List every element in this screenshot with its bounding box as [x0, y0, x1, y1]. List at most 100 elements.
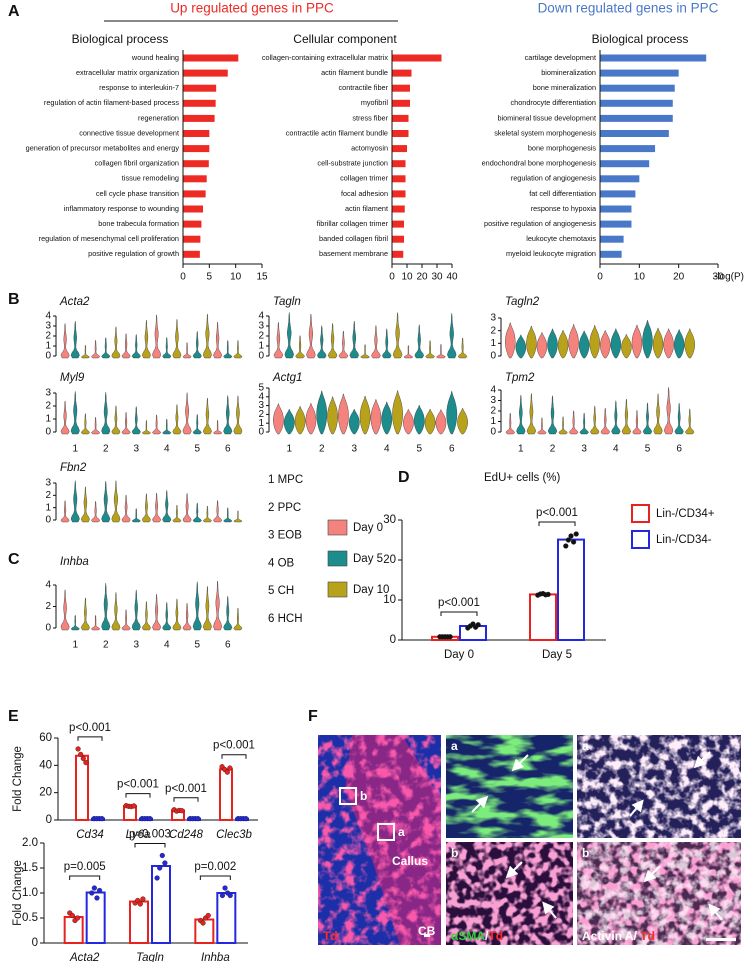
- bar: [392, 250, 404, 258]
- violin: [192, 414, 202, 435]
- category-label: collagen fibril organization: [95, 159, 179, 168]
- violin: [70, 391, 80, 435]
- category-label: basement membrane: [319, 249, 388, 258]
- significance-bracket: [440, 611, 478, 616]
- violin: [223, 340, 233, 359]
- legend-swatch: [327, 550, 348, 567]
- violin: [558, 416, 568, 435]
- violin: [111, 480, 121, 523]
- violin: [141, 320, 151, 359]
- x-tick-label: 10: [634, 272, 646, 283]
- y-axis-label: Fold Change: [12, 860, 24, 926]
- violin: [111, 592, 121, 631]
- x-tick-label: 2: [550, 444, 556, 455]
- inset-box: [377, 823, 395, 841]
- category-label: collagen trimer: [340, 174, 388, 183]
- violin: [359, 395, 371, 435]
- x-tick-label: 2: [103, 444, 109, 455]
- data-point: [195, 816, 201, 822]
- violin: [642, 402, 653, 435]
- violin: [392, 390, 403, 435]
- bar: [183, 145, 210, 153]
- x-tick-label: 4: [613, 444, 619, 455]
- violin: [589, 325, 600, 359]
- bar: [600, 99, 673, 107]
- violin: [223, 395, 233, 435]
- bar: [183, 99, 216, 107]
- chart-title: Cellular component: [293, 32, 397, 46]
- y-tick-label: 20: [39, 787, 52, 799]
- bar: [183, 130, 210, 137]
- y-tick-label: 0: [46, 814, 52, 826]
- y-tick-label: 1: [490, 338, 496, 349]
- violin: [516, 394, 526, 435]
- significance-bracket: [173, 797, 199, 802]
- bar: [600, 235, 624, 243]
- violin: [172, 404, 182, 435]
- gene-title: Inhba: [60, 556, 89, 568]
- bar: [392, 235, 404, 243]
- violin: [348, 408, 360, 435]
- violin: [316, 390, 328, 435]
- violin: [101, 392, 111, 435]
- data-point: [91, 885, 97, 891]
- violin: [182, 392, 192, 435]
- region-label: Callus: [392, 854, 428, 868]
- category-label: actomyosin: [351, 144, 388, 153]
- violin: [70, 480, 80, 523]
- x-tick-label: 0: [597, 272, 603, 283]
- x-tick-label: 20: [673, 272, 685, 283]
- bar: [600, 69, 679, 77]
- bar: [600, 130, 669, 137]
- data-point: [137, 901, 143, 907]
- violin: [172, 504, 182, 523]
- data-point: [80, 755, 86, 762]
- legend-label: Lin-/CD34-: [656, 534, 712, 546]
- data-point: [224, 769, 230, 775]
- category-label: positive regulation of angiogenesis: [484, 219, 596, 228]
- violin: [80, 597, 90, 631]
- x-tick-label: 0: [180, 272, 186, 283]
- gene-title: Tagln: [273, 296, 301, 308]
- cluster-label: 1 MPC: [268, 474, 303, 486]
- y-tick-label: 30: [383, 514, 396, 526]
- category-label: focal adhesion: [341, 189, 388, 198]
- x-tick-label: 4: [164, 640, 170, 651]
- stain-label: Activin A/ Td: [582, 929, 655, 943]
- significance-bracket: [77, 736, 103, 741]
- down-heading: Down regulated genes in PPC: [538, 1, 719, 16]
- violin: [152, 414, 162, 435]
- violin: [611, 400, 621, 435]
- bar: [392, 145, 407, 153]
- violin: [515, 334, 526, 359]
- data-point: [219, 892, 226, 899]
- violin: [436, 344, 446, 359]
- category-label: banded collagen fibril: [319, 234, 388, 243]
- data-point: [135, 897, 141, 904]
- bar: [183, 114, 215, 122]
- significance-bracket: [538, 521, 576, 526]
- bar: [529, 593, 557, 642]
- violin: [600, 330, 611, 359]
- violin: [447, 313, 457, 359]
- significance-bracket: [134, 843, 166, 848]
- inset-label: b: [582, 846, 589, 860]
- x-tick-label: Day 5: [542, 649, 572, 661]
- violin: [213, 321, 223, 359]
- violin: [621, 398, 632, 435]
- x-tick-label: 2: [103, 640, 109, 651]
- y-tick-label: 1: [258, 418, 264, 429]
- bar: [392, 84, 410, 92]
- category-label: contractile fiber: [339, 83, 389, 92]
- legend-swatch: [631, 504, 650, 523]
- y-tick-label: 3: [258, 321, 264, 332]
- x-tick-label: 1: [72, 444, 78, 455]
- violin: [317, 325, 327, 359]
- violin: [172, 598, 182, 631]
- data-point: [205, 912, 211, 919]
- scale-bar: [706, 938, 736, 941]
- gene-title: Myl9: [60, 372, 85, 384]
- y-tick-label: 2: [258, 409, 264, 420]
- data-point: [74, 915, 81, 921]
